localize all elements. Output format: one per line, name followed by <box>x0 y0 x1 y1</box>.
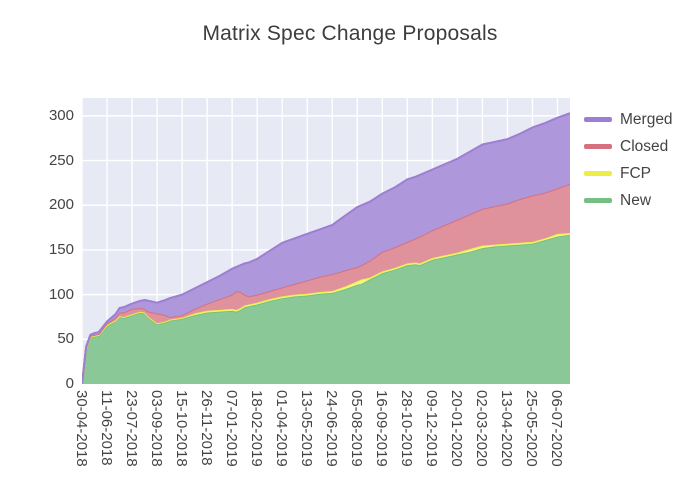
legend-label: Closed <box>620 137 669 155</box>
chart-title: Matrix Spec Change Proposals <box>202 22 498 45</box>
line-merged <box>82 112 570 384</box>
x-axis-tick-label: 26-11-2018 <box>198 390 216 466</box>
x-axis-tick-label: 16-09-2019 <box>373 390 391 467</box>
x-axis-tick-label: 20-01-2020 <box>448 390 466 467</box>
y-axis-tick-label: 50 <box>57 330 74 348</box>
x-axis-tick-label: 13-05-2019 <box>298 390 316 467</box>
x-axis-tick-label: 28-10-2019 <box>398 390 416 467</box>
y-axis-tick-label: 100 <box>48 285 74 303</box>
x-axis-tick-label: 24-06-2019 <box>323 390 341 467</box>
x-axis-tick-label: 11-06-2018 <box>98 390 116 466</box>
legend-swatch-icon <box>584 117 612 122</box>
x-axis-tick-label: 23-07-2018 <box>123 390 141 467</box>
y-axis-tick-label: 200 <box>48 196 74 214</box>
x-axis-tick-label: 13-04-2020 <box>498 390 516 467</box>
legend-swatch-icon <box>584 198 612 203</box>
x-axis-tick-label: 01-04-2019 <box>273 390 291 467</box>
legend-label: Merged <box>620 110 673 128</box>
x-axis-tick-label: 07-01-2019 <box>223 390 241 467</box>
area-merged <box>82 113 570 384</box>
x-axis-tick-label: 30-04-2018 <box>73 390 90 467</box>
y-axis-tick-label: 150 <box>48 240 74 258</box>
x-axis-tick-label: 09-12-2019 <box>423 390 441 467</box>
y-axis-tick-label: 250 <box>48 151 74 169</box>
y-axis-tick-label: 0 <box>65 375 74 392</box>
y-axis-tick-label: 300 <box>48 106 74 124</box>
legend-item-merged[interactable]: Merged <box>584 106 673 133</box>
x-axis-tick-label: 15-10-2018 <box>173 390 191 467</box>
x-axis-tick-label: 06-07-2020 <box>548 390 566 467</box>
area-closed <box>82 183 570 384</box>
x-axis-tick-label: 02-03-2020 <box>473 390 491 467</box>
legend-label: FCP <box>620 164 651 182</box>
legend: Merged Closed FCP New <box>584 106 673 214</box>
x-axis-tick-label: 18-02-2019 <box>248 390 266 467</box>
legend-item-closed[interactable]: Closed <box>584 133 673 160</box>
plot-canvas[interactable] <box>82 98 570 384</box>
legend-swatch-icon <box>584 144 612 149</box>
legend-item-fcp[interactable]: FCP <box>584 160 673 187</box>
line-fcp <box>82 231 570 384</box>
legend-label: New <box>620 191 652 209</box>
x-axis-tick-label: 03-09-2018 <box>148 390 166 467</box>
x-axis-tick-label: 25-05-2020 <box>523 390 541 467</box>
plot-svg[interactable] <box>82 98 570 384</box>
legend-swatch-icon <box>584 171 612 176</box>
x-axis-tick-label: 05-08-2019 <box>348 390 366 467</box>
area-new <box>82 234 570 384</box>
legend-item-new[interactable]: New <box>584 187 673 214</box>
